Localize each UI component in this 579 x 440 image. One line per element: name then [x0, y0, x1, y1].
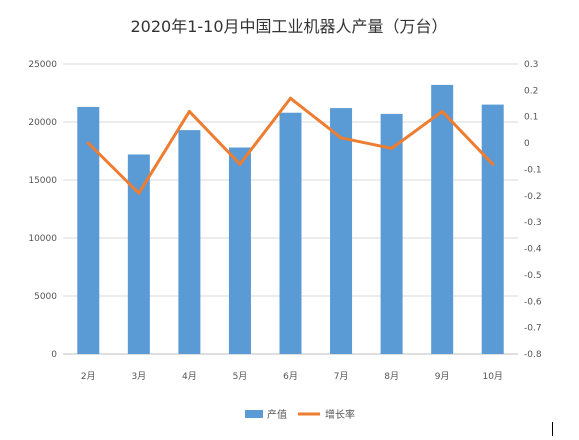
- right-tick-label: -0.5: [524, 271, 542, 281]
- right-tick-label: 0.1: [524, 113, 538, 123]
- right-tick-label: -0.7: [524, 324, 542, 334]
- x-tick-label: 2月: [81, 371, 96, 382]
- bar: [431, 84, 454, 354]
- left-tick-label: 25000: [28, 60, 57, 70]
- line-point: [491, 162, 495, 166]
- line-point: [440, 109, 444, 113]
- x-tick-label: 7月: [334, 371, 349, 382]
- legend-line-label: 增长率: [325, 408, 355, 421]
- line-point: [289, 96, 292, 100]
- bar: [279, 112, 302, 354]
- right-tick-label: 0.3: [524, 60, 538, 70]
- left-tick-label: 0: [51, 350, 57, 360]
- legend-bar-label: 产值: [267, 408, 287, 421]
- line-point: [187, 109, 191, 113]
- left-tick-label: 20000: [28, 118, 57, 128]
- x-tick-label: 6月: [283, 371, 298, 382]
- line-point: [86, 141, 90, 145]
- bar: [481, 104, 504, 354]
- left-tick-label: 5000: [34, 292, 57, 302]
- right-tick-label: -0.8: [524, 350, 542, 360]
- line-point: [390, 146, 394, 150]
- x-tick-label: 4月: [182, 371, 197, 382]
- x-tick-label: 8月: [384, 371, 399, 382]
- right-tick-label: -0.4: [524, 245, 542, 255]
- line-point: [238, 162, 242, 166]
- x-axis: 2月 3月 4月 5月 6月 7月 8月 9月 10月: [81, 371, 503, 382]
- text-cursor: [552, 422, 553, 436]
- bar: [77, 106, 100, 354]
- legend-bar-swatch: [245, 410, 263, 418]
- right-axis: -0.8 -0.7 -0.6 -0.5 -0.4 -0.3 -0.2 -0.1 0 0.1 0.2 0…: [524, 60, 542, 360]
- bar: [380, 113, 403, 354]
- x-tick-label: 3月: [131, 371, 146, 382]
- x-tick-label: 9月: [435, 371, 450, 382]
- left-axis: 0 5000 10000 15000 20000 25000: [28, 60, 57, 360]
- line-point: [137, 191, 141, 195]
- x-tick-label: 5月: [233, 371, 248, 382]
- bar: [330, 108, 353, 354]
- left-tick-label: 10000: [28, 234, 57, 244]
- right-tick-label: -0.2: [524, 192, 542, 202]
- right-tick-label: -0.1: [524, 165, 542, 175]
- chart-title: 2020年1-10月中国工业机器人产量（万台）: [130, 17, 447, 36]
- right-tick-label: -0.6: [524, 297, 542, 307]
- line-point: [339, 136, 343, 140]
- bar: [127, 154, 150, 354]
- left-tick-label: 15000: [28, 176, 57, 186]
- right-tick-label: 0.2: [524, 86, 538, 96]
- bar-series: [77, 84, 504, 354]
- line-series: [86, 96, 495, 195]
- legend: 产值 增长率: [245, 408, 355, 421]
- bar: [178, 130, 201, 354]
- x-tick-label: 10月: [482, 371, 502, 382]
- right-tick-label: 0: [524, 139, 530, 149]
- right-tick-label: -0.3: [524, 218, 542, 228]
- bar: [228, 147, 251, 354]
